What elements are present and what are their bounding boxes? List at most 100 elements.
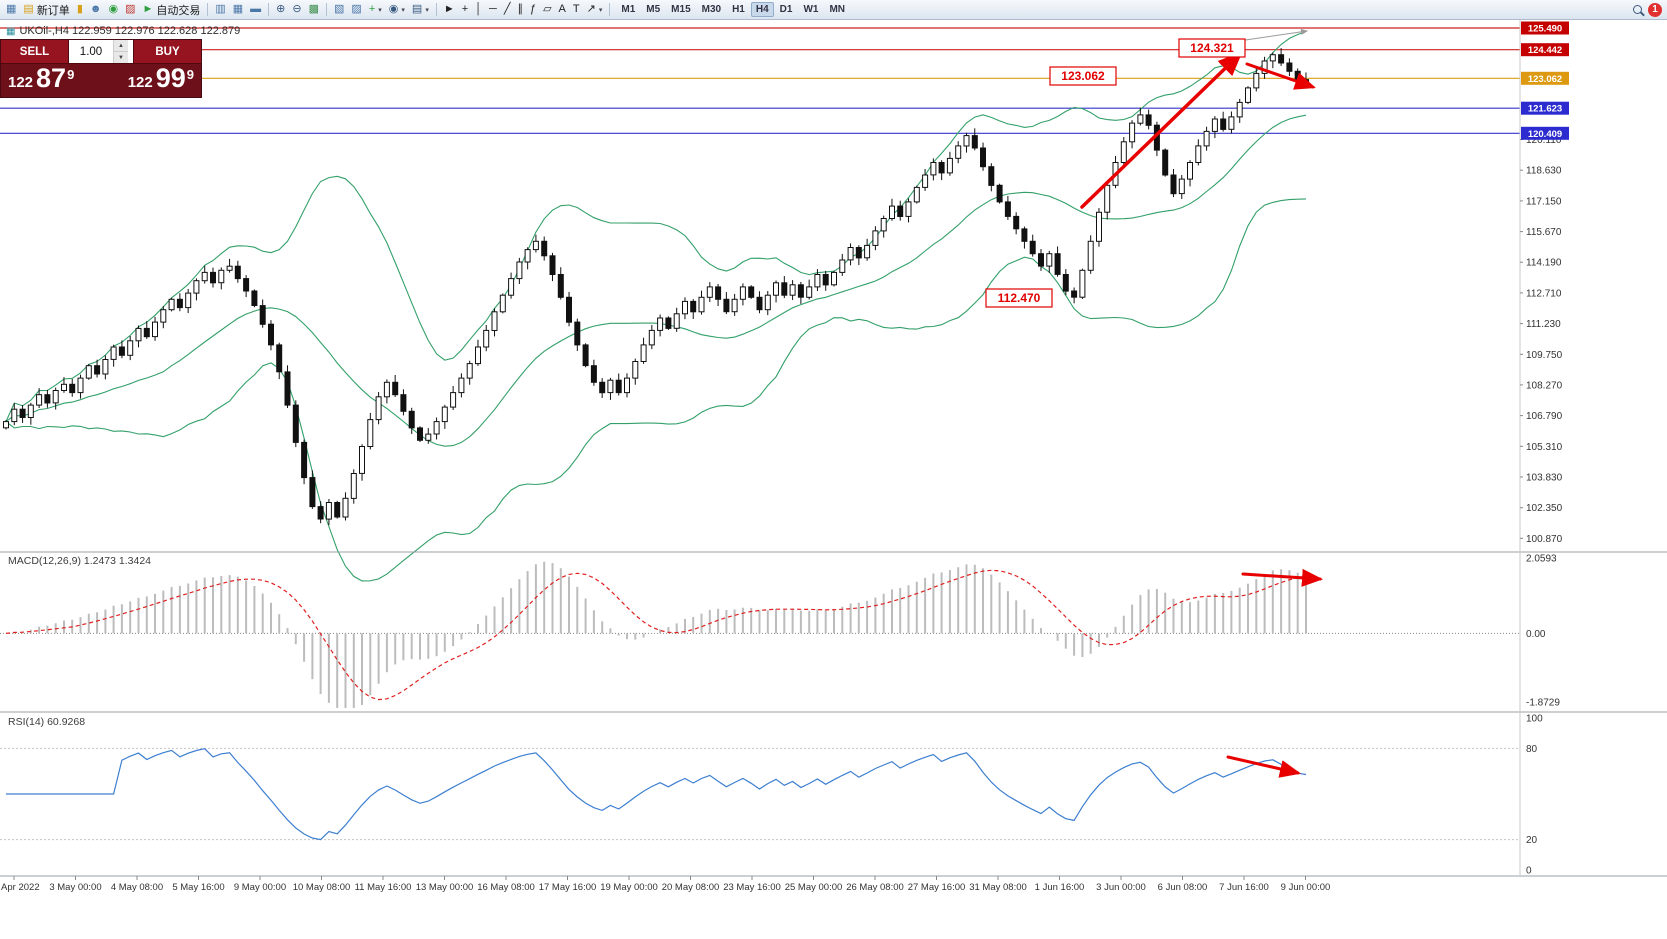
svg-text:125.490: 125.490 xyxy=(1528,24,1562,35)
timeframe-m15-button[interactable]: M15 xyxy=(671,4,691,15)
label-icon[interactable]: T xyxy=(570,2,583,18)
horizontal-line-icon-icon: ─ xyxy=(489,3,497,15)
period-dropdown[interactable]: ◉ ▾ xyxy=(386,2,408,18)
timeframe-m30-button[interactable]: M30 xyxy=(701,4,722,15)
timeframe-d1-button[interactable]: D1 xyxy=(779,4,793,15)
price-annotation[interactable]: 123.062 xyxy=(1049,66,1117,86)
crosshair-icon[interactable]: + xyxy=(459,2,471,18)
price-chart[interactable]: 120.110 118.630 117.150 115.670 114.190 112.7… xyxy=(0,20,1667,939)
trend-arrow[interactable] xyxy=(1245,62,1316,90)
volume-control: ▲ ▼ xyxy=(68,40,134,63)
deposit-gold-icon[interactable]: ▮ xyxy=(74,2,86,18)
sell-button[interactable]: SELL xyxy=(1,40,68,63)
svg-text:124.442: 124.442 xyxy=(1528,45,1562,56)
zoom-in-icon[interactable]: ⊕ xyxy=(273,2,288,18)
toolbar-separator xyxy=(609,3,611,16)
svg-text:26 May 08:00: 26 May 08:00 xyxy=(846,882,904,893)
auto-trading-icon: ► xyxy=(142,3,154,15)
svg-text:9 Jun 00:00: 9 Jun 00:00 xyxy=(1281,882,1331,893)
text-icon[interactable]: A xyxy=(556,2,569,18)
notification-badge[interactable]: 1 xyxy=(1648,2,1662,17)
text-icon-icon: A xyxy=(558,3,566,15)
chart-shift-icon-icon: ▨ xyxy=(351,3,362,15)
sell-price-point: 9 xyxy=(67,67,75,82)
svg-text:11 May 16:00: 11 May 16:00 xyxy=(355,882,412,893)
svg-text:114.190: 114.190 xyxy=(1526,258,1562,269)
buy-button[interactable]: BUY xyxy=(134,40,201,63)
bar-chart-mode-icon[interactable]: ▥ xyxy=(212,2,228,18)
dropdown-caret-icon: ▾ xyxy=(378,6,382,14)
svg-text:7 Jun 16:00: 7 Jun 16:00 xyxy=(1219,882,1269,893)
tile-windows-icon[interactable]: ▩ xyxy=(306,2,322,18)
zoom-out-icon[interactable]: ⊖ xyxy=(289,2,304,18)
timeframe-mn-button[interactable]: MN xyxy=(829,4,846,15)
buy-price[interactable]: 122 999 xyxy=(128,65,194,92)
sell-price[interactable]: 122 879 xyxy=(8,65,75,92)
info-icon[interactable]: ◉ xyxy=(105,2,121,18)
svg-text:115.670: 115.670 xyxy=(1526,227,1562,238)
volume-input[interactable] xyxy=(69,40,113,63)
trend-arrow[interactable] xyxy=(1080,51,1243,209)
svg-text:19 May 00:00: 19 May 00:00 xyxy=(600,882,658,893)
chart-area[interactable]: 120.110 118.630 117.150 115.670 114.190 112.7… xyxy=(0,20,1667,939)
svg-text:112.470: 112.470 xyxy=(998,291,1041,305)
svg-text:108.270: 108.270 xyxy=(1526,380,1563,391)
svg-text:105.310: 105.310 xyxy=(1526,442,1563,453)
auto-trading-button[interactable]: ► 自动交易 xyxy=(139,2,203,18)
horizontal-lines xyxy=(0,27,1520,134)
svg-text:123.062: 123.062 xyxy=(1528,74,1562,85)
svg-text:29 Apr 2022: 29 Apr 2022 xyxy=(0,882,40,893)
line-chart-mode-icon[interactable]: ▬ xyxy=(247,2,264,18)
timeframe-m5-button[interactable]: M5 xyxy=(646,4,661,15)
chart-shift-icon[interactable]: ▨ xyxy=(348,2,364,18)
timeframe-w1-button[interactable]: W1 xyxy=(803,4,819,15)
toolbar-separator xyxy=(435,3,437,16)
buy-price-point: 9 xyxy=(186,67,194,82)
vertical-line-icon[interactable]: │ xyxy=(472,2,485,18)
trendline-icon-icon: ╱ xyxy=(503,3,511,15)
channel-icon[interactable]: ∥ xyxy=(514,2,526,18)
price-annotation[interactable]: 124.321 xyxy=(1178,38,1246,58)
trend-arrow[interactable] xyxy=(1241,568,1323,587)
timeframe-m1-button[interactable]: M1 xyxy=(621,4,636,15)
price-scale[interactable]: 120.110 118.630 117.150 115.670 114.190 112.7… xyxy=(1520,21,1569,877)
toolbox-icon[interactable]: ▨ xyxy=(122,2,138,18)
line-chart-mode-icon-icon: ▬ xyxy=(250,3,262,15)
search-icon[interactable] xyxy=(1630,2,1645,18)
new-order-icon: ▤ xyxy=(23,3,34,15)
indicators-dropdown[interactable]: + ▾ xyxy=(366,2,385,18)
price-badge: 120.409 xyxy=(1521,126,1569,140)
new-order-button[interactable]: ▤ 新订单 xyxy=(20,2,72,18)
template-dropdown[interactable]: ▤ ▾ xyxy=(409,2,432,18)
shapes-icon[interactable]: ▱ xyxy=(540,2,554,18)
cursor-icon[interactable]: ► xyxy=(441,2,458,18)
svg-text:25 May 00:00: 25 May 00:00 xyxy=(785,882,843,893)
trend-arrow[interactable] xyxy=(1226,755,1301,778)
timeframe-h1-button[interactable]: H1 xyxy=(732,4,745,15)
svg-text:106.790: 106.790 xyxy=(1526,411,1563,422)
svg-text:13 May 00:00: 13 May 00:00 xyxy=(416,882,474,893)
trendline-icon[interactable]: ╱ xyxy=(501,2,514,18)
dropdown-caret-icon: ▾ xyxy=(401,6,405,14)
auto-scroll-icon[interactable]: ▧ xyxy=(331,2,347,18)
svg-text:103.830: 103.830 xyxy=(1526,473,1563,484)
chart-symbol-header: ▦ UKOil-,H4 122.959 122.976 122.628 122.… xyxy=(6,25,240,37)
horizontal-line-icon[interactable]: ─ xyxy=(486,2,500,18)
fibonacci-icon[interactable]: ƒ xyxy=(527,2,539,18)
arrows-icon[interactable]: ↗ ▾ xyxy=(584,2,606,18)
svg-text:109.750: 109.750 xyxy=(1526,350,1563,361)
accounts-icon[interactable]: ☻ xyxy=(87,2,105,18)
chart-window-icon[interactable]: ▦ xyxy=(3,2,19,18)
volume-decrease-icon[interactable]: ▼ xyxy=(114,52,128,63)
dropdown-caret-icon: ▾ xyxy=(425,6,429,14)
arrows-icon-icon: ↗ xyxy=(586,3,596,15)
timeframe-h4-button[interactable]: H4 xyxy=(750,2,774,17)
candle-chart-mode-icon[interactable]: ▦ xyxy=(230,2,246,18)
candlestick-series xyxy=(3,48,1309,526)
toolbar-button-label: 自动交易 xyxy=(156,4,201,17)
price-annotation[interactable]: 112.470 xyxy=(985,288,1053,308)
volume-increase-icon[interactable]: ▲ xyxy=(114,40,128,52)
svg-text:20 May 08:00: 20 May 08:00 xyxy=(662,882,720,893)
date-axis[interactable]: 29 Apr 2022 3 May 00:00 4 May 08:00 5 May 1… xyxy=(0,876,1330,893)
